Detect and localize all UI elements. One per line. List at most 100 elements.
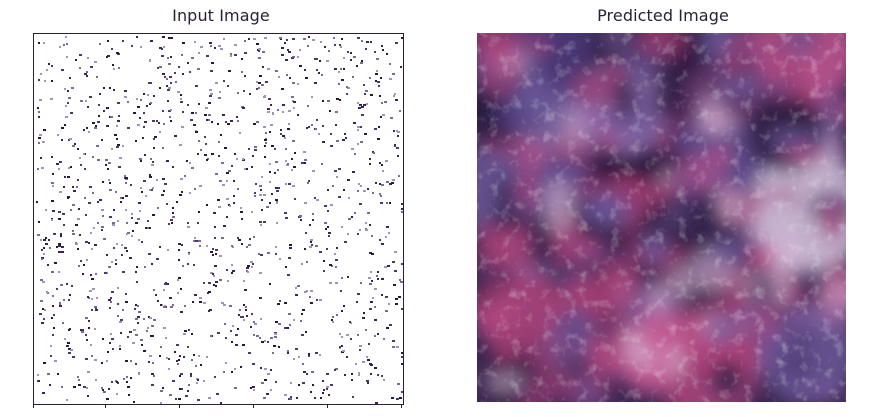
input-pixel — [275, 246, 277, 248]
input-pixel — [354, 212, 356, 214]
input-pixel — [125, 182, 127, 184]
input-pixel — [42, 308, 44, 310]
input-pixel — [73, 190, 76, 192]
input-pixel — [84, 168, 86, 170]
input-pixel — [331, 319, 333, 321]
input-pixel — [193, 124, 196, 126]
input-pixel — [334, 369, 336, 371]
input-pixel — [120, 332, 122, 334]
input-pixel — [77, 148, 79, 150]
input-pixel — [182, 111, 184, 113]
input-pixel — [253, 334, 255, 336]
input-pixel — [107, 55, 110, 57]
input-pixel — [50, 355, 52, 357]
input-pixel — [335, 124, 337, 126]
input-pixel — [130, 184, 132, 186]
input-pixel — [106, 125, 109, 127]
input-pixel — [290, 396, 292, 398]
input-pixel — [334, 253, 336, 255]
input-pixel — [139, 210, 141, 212]
input-pixel — [267, 252, 270, 254]
input-pixel — [175, 398, 177, 400]
input-pixel — [386, 226, 389, 228]
input-pixel — [169, 76, 172, 78]
input-pixel — [219, 180, 222, 182]
input-pixel — [264, 156, 266, 158]
input-pixel — [296, 397, 298, 399]
input-pixel — [181, 388, 183, 390]
input-pixel — [357, 102, 359, 104]
input-pixel — [243, 280, 245, 282]
input-pixel — [258, 87, 260, 89]
input-pixel — [153, 95, 155, 97]
input-pixel — [228, 170, 231, 172]
input-pixel — [85, 241, 88, 243]
input-pixel — [245, 309, 247, 311]
input-pixel — [51, 271, 54, 273]
input-pixel — [177, 292, 179, 294]
input-pixel — [137, 106, 140, 108]
input-pixel — [226, 172, 229, 174]
input-pixel — [278, 346, 280, 348]
input-pixel — [316, 119, 318, 121]
input-pixel — [307, 182, 309, 184]
input-pixel — [125, 293, 127, 295]
input-pixel — [334, 44, 336, 46]
input-pixel — [168, 358, 170, 360]
input-pixel — [371, 253, 374, 255]
input-pixel — [370, 271, 372, 273]
input-pixel — [182, 265, 184, 267]
input-pixel — [94, 61, 97, 63]
input-pixel — [361, 60, 363, 62]
input-pixel — [394, 270, 397, 272]
input-pixel — [237, 237, 239, 239]
input-pixel — [211, 121, 213, 123]
input-pixel — [111, 338, 114, 340]
input-pixel — [215, 281, 218, 283]
input-pixel — [131, 235, 133, 237]
input-pixel — [318, 133, 320, 135]
input-pixel — [270, 104, 272, 106]
input-pixel — [178, 277, 181, 279]
input-pixel — [268, 98, 271, 100]
input-pixel — [140, 339, 143, 341]
input-pixel — [219, 279, 222, 281]
input-pixel — [46, 291, 48, 293]
input-pixel — [159, 87, 161, 89]
input-pixel — [195, 85, 198, 87]
input-pixel — [96, 297, 98, 299]
input-pixel — [72, 204, 75, 206]
input-pixel — [285, 183, 287, 185]
input-image-panel: Input Image — [33, 6, 404, 408]
input-pixel — [131, 217, 133, 219]
input-pixel — [278, 187, 280, 189]
input-pixel — [377, 81, 380, 83]
input-pixel — [376, 275, 378, 277]
input-pixel — [222, 114, 225, 116]
input-pixel — [47, 264, 49, 266]
input-pixel — [324, 222, 327, 224]
input-pixel — [133, 401, 135, 403]
input-pixel — [258, 48, 261, 50]
input-pixel — [384, 266, 387, 268]
input-pixel — [341, 277, 343, 279]
input-pixel — [148, 253, 151, 255]
input-pixel — [194, 188, 196, 190]
input-pixel — [233, 195, 235, 197]
input-pixel — [181, 54, 183, 56]
input-pixel — [310, 290, 313, 292]
input-pixel — [385, 310, 388, 312]
input-pixel — [77, 376, 79, 378]
input-pixel — [118, 67, 120, 69]
input-pixel — [263, 221, 266, 223]
input-pixel — [40, 279, 43, 281]
predicted-image-canvas — [477, 33, 846, 402]
input-pixel — [103, 238, 106, 240]
input-pixel — [205, 143, 207, 145]
input-pixel — [281, 54, 284, 56]
input-pixel — [348, 197, 350, 199]
input-pixel — [389, 183, 392, 185]
input-pixel — [125, 209, 127, 211]
input-pixel — [117, 120, 120, 122]
input-pixel — [265, 142, 267, 144]
